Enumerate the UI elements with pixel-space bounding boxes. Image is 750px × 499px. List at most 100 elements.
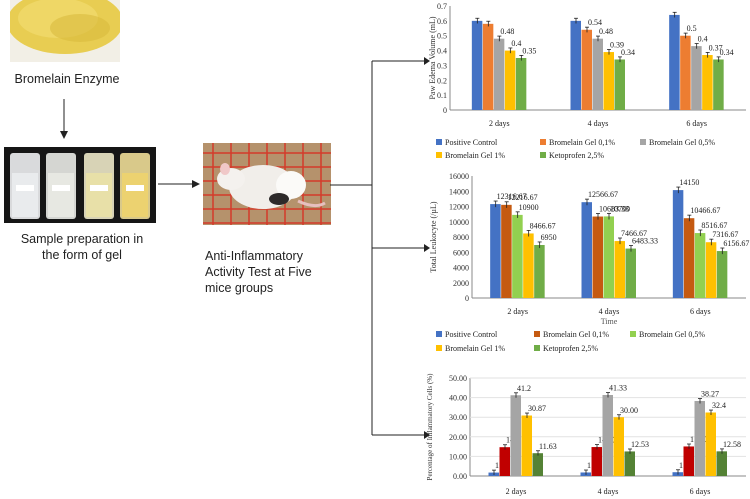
- data-label: 6483.33: [632, 237, 658, 246]
- legend-swatch: [540, 139, 546, 145]
- data-label: 0.4: [698, 35, 708, 44]
- data-label: 7466.67: [621, 229, 647, 238]
- y-tick-label: 0.6: [437, 17, 447, 26]
- legend-entry: Ketoprofen 2,5%: [549, 151, 604, 160]
- bar: [716, 251, 728, 298]
- y-axis-label: Paw Edema Volume (mL): [428, 16, 437, 99]
- x-tick-label: 4 days: [588, 119, 609, 128]
- legend-entry: Bromelain Gel 1%: [445, 344, 505, 353]
- bar: [523, 233, 534, 298]
- bar: [680, 35, 691, 110]
- data-label: 0.35: [522, 46, 536, 55]
- test-label-line-2: Activity Test at Five: [205, 265, 312, 279]
- legend-swatch: [534, 345, 540, 351]
- bar: [490, 204, 501, 298]
- vial-3: [84, 153, 114, 219]
- y-tick-label: 0: [465, 294, 469, 303]
- bar: [705, 242, 717, 298]
- bar: [614, 59, 625, 110]
- bar: [534, 245, 545, 298]
- bromelain-powder-photo: [10, 0, 120, 62]
- legend-swatch: [436, 152, 442, 158]
- data-label: 12216.67: [508, 193, 538, 202]
- y-tick-label: 10.00: [449, 452, 467, 461]
- bar: [683, 446, 694, 476]
- bar: [515, 58, 527, 110]
- bar: [716, 451, 727, 476]
- legend-entry: Bromelain Gel 0,5%: [639, 330, 705, 339]
- sample-preparation-label: Sample preparation in the form of gel: [2, 231, 162, 263]
- bar: [482, 23, 494, 111]
- bar: [512, 214, 523, 298]
- data-label: 10700: [610, 204, 630, 213]
- legend-swatch: [534, 331, 540, 337]
- legend-entry: Positive Control: [445, 330, 498, 339]
- bar: [504, 50, 516, 110]
- gel-samples-photo: [4, 147, 156, 223]
- bar: [694, 233, 706, 298]
- legend-swatch: [436, 345, 442, 351]
- legend-entry: Positive Control: [445, 138, 498, 147]
- data-label: 14150: [679, 178, 699, 187]
- bar: [581, 202, 592, 298]
- legend-entry: Bromelain Gel 0,5%: [649, 138, 715, 147]
- x-tick-label: 6 days: [690, 487, 711, 496]
- data-label: 11.63: [539, 442, 557, 451]
- y-tick-label: 30.00: [449, 413, 467, 422]
- bar: [471, 20, 483, 110]
- x-axis-label: Time: [601, 317, 618, 326]
- bar: [625, 248, 636, 298]
- legend-swatch: [436, 331, 442, 337]
- bar: [669, 14, 680, 111]
- data-label: 0.5: [687, 24, 697, 33]
- y-tick-label: 20.00: [449, 433, 467, 442]
- legend-entry: Bromelain Gel 0,1%: [549, 138, 615, 147]
- data-label: 8466.67: [530, 221, 556, 230]
- bar: [592, 216, 603, 298]
- data-label: 0.34: [720, 48, 734, 57]
- y-tick-label: 6000: [453, 248, 469, 257]
- bar: [683, 218, 695, 298]
- y-tick-label: 8000: [453, 233, 469, 242]
- bar: [603, 52, 614, 110]
- bar: [713, 59, 724, 110]
- bracket-arrows: [330, 57, 430, 439]
- legend-swatch: [436, 139, 442, 145]
- data-label: 0.34: [621, 48, 635, 57]
- data-label: 12.53: [631, 440, 649, 449]
- data-label: 30.00: [620, 406, 638, 415]
- y-tick-label: 10000: [449, 218, 469, 227]
- data-label: 0.37: [709, 43, 723, 52]
- data-label: 41.2: [517, 384, 531, 393]
- bar: [614, 241, 625, 298]
- bar: [672, 190, 684, 298]
- y-tick-label: 4000: [453, 264, 469, 273]
- y-tick-label: 0.2: [437, 76, 447, 85]
- bar: [613, 417, 624, 476]
- data-label: 38.27: [701, 390, 719, 399]
- legend-entry: Bromelain Gel 1%: [445, 151, 505, 160]
- data-label: 12566.67: [588, 190, 618, 199]
- vial-4: [120, 153, 150, 219]
- x-tick-label: 2 days: [489, 119, 510, 128]
- y-tick-label: 0.3: [437, 61, 447, 70]
- bar: [592, 38, 603, 110]
- data-label: 6156.67: [723, 239, 749, 248]
- y-tick-label: 50.00: [449, 374, 467, 383]
- arrow-down: [60, 99, 68, 139]
- bar: [493, 38, 505, 110]
- legend-swatch: [640, 139, 646, 145]
- legend-swatch: [630, 331, 636, 337]
- test-label-line-3: mice groups: [205, 281, 274, 295]
- bar: [602, 394, 613, 476]
- vial-2: [46, 153, 76, 219]
- data-label: 0.48: [599, 27, 613, 36]
- data-label: 30.87: [528, 404, 546, 413]
- data-label: 12316.67: [497, 192, 527, 201]
- y-tick-label: 0.7: [437, 2, 447, 11]
- data-label: 8516.67: [701, 221, 727, 230]
- data-label: 0.54: [588, 18, 602, 27]
- leukocyte-chart: 0 2000 4000 6000 8000 10000 12000 14000 16000 Tot…: [429, 172, 749, 353]
- data-label: 10900: [519, 203, 539, 212]
- data-label: 0.39: [610, 40, 624, 49]
